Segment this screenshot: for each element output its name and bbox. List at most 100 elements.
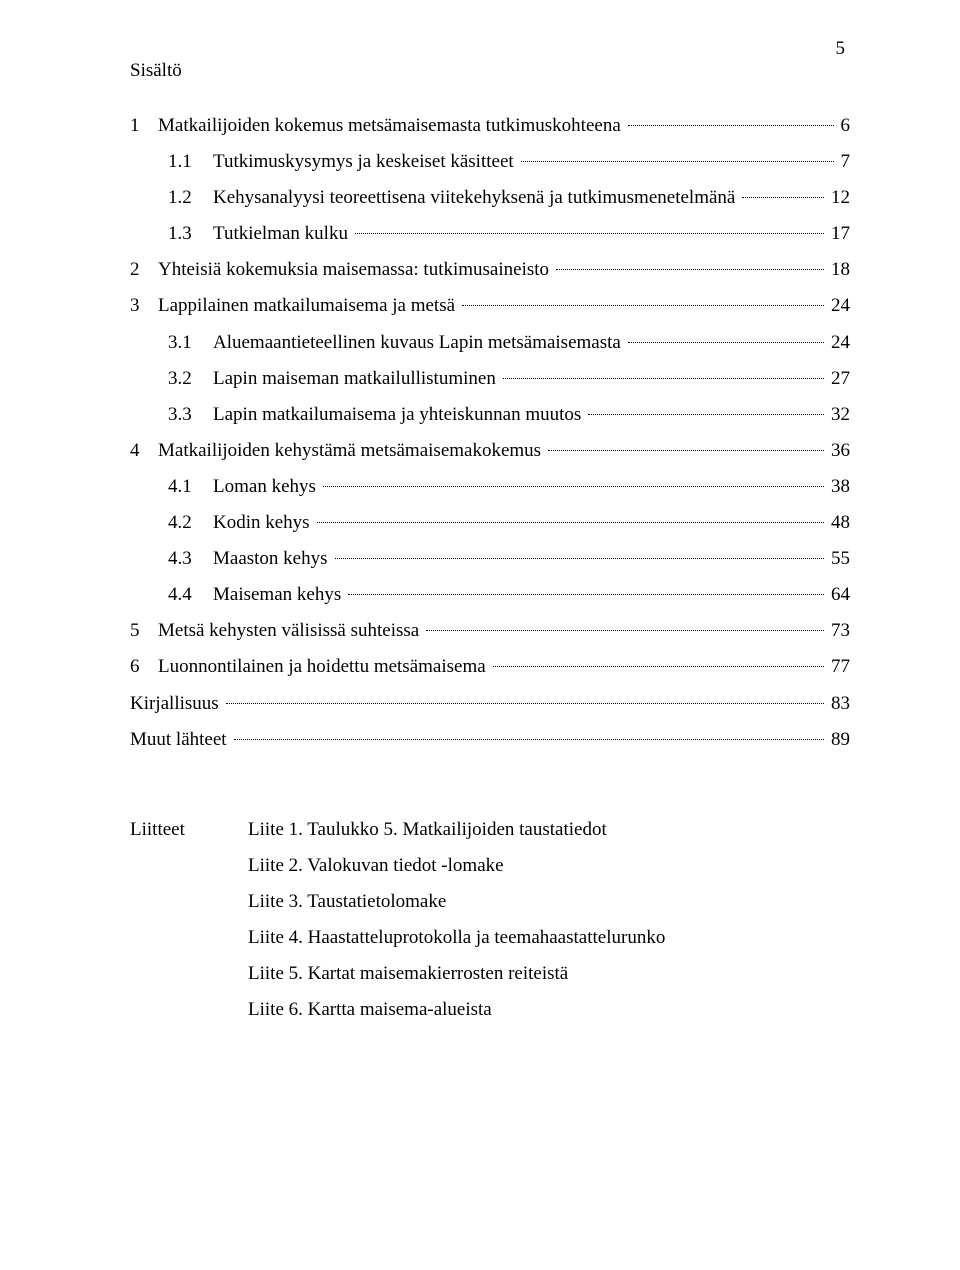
toc-entry-page: 38 xyxy=(827,469,850,505)
toc-leader-dots xyxy=(335,558,824,559)
toc-leader-dots xyxy=(323,486,824,487)
toc-entry-label: Lappilainen matkailumaisema ja metsä xyxy=(158,288,459,324)
toc-entry: 1Matkailijoiden kokemus metsämaisemasta … xyxy=(130,108,850,144)
toc-entry-label: Matkailijoiden kokemus metsämaisemasta t… xyxy=(158,108,625,144)
section-gap xyxy=(130,758,850,794)
toc-leader-dots xyxy=(556,269,824,270)
toc-entry-label: Kirjallisuus xyxy=(130,686,223,722)
toc-leader-dots xyxy=(628,125,834,126)
toc-entry-page: 32 xyxy=(827,397,850,433)
toc-entry-number: 4.3 xyxy=(130,541,213,577)
toc-leader-dots xyxy=(521,161,834,162)
toc-entry-number: 4.4 xyxy=(130,577,213,613)
toc-entry: 4.1Loman kehys 38 xyxy=(130,469,850,505)
appendix-item: Liite 4. Haastatteluprotokolla ja teemah… xyxy=(130,920,850,956)
table-of-contents: 1Matkailijoiden kokemus metsämaisemasta … xyxy=(130,108,850,758)
toc-leader-dots xyxy=(462,305,824,306)
appendix-item: Liite 2. Valokuvan tiedot -lomake xyxy=(130,848,850,884)
toc-entry: 1.1Tutkimuskysymys ja keskeiset käsittee… xyxy=(130,144,850,180)
appendix-item: Liite 5. Kartat maisemakierrosten reitei… xyxy=(130,956,850,992)
toc-entry: Kirjallisuus 83 xyxy=(130,686,850,722)
toc-leader-dots xyxy=(588,414,824,415)
toc-leader-dots xyxy=(355,233,824,234)
toc-entry: 1.2Kehysanalyysi teoreettisena viitekehy… xyxy=(130,180,850,216)
toc-entry: Muut lähteet 89 xyxy=(130,722,850,758)
toc-entry-number: 4 xyxy=(130,433,158,469)
toc-entry: 4.2Kodin kehys 48 xyxy=(130,505,850,541)
toc-entry-number: 1 xyxy=(130,108,158,144)
toc-entry-label: Loman kehys xyxy=(213,469,320,505)
toc-leader-dots xyxy=(234,739,824,740)
toc-entry: 6Luonnontilainen ja hoidettu metsämaisem… xyxy=(130,649,850,685)
toc-entry-page: 48 xyxy=(827,505,850,541)
toc-entry: 3.2Lapin maiseman matkailullistuminen 27 xyxy=(130,361,850,397)
toc-entry-page: 12 xyxy=(827,180,850,216)
toc-entry-page: 27 xyxy=(827,361,850,397)
toc-title: Sisältö xyxy=(130,60,850,82)
toc-entry-label: Lapin maiseman matkailullistuminen xyxy=(213,361,500,397)
toc-entry: 2Yhteisiä kokemuksia maisemassa: tutkimu… xyxy=(130,252,850,288)
toc-entry-page: 64 xyxy=(827,577,850,613)
toc-entry-number: 1.3 xyxy=(130,216,213,252)
toc-entry-number: 3.2 xyxy=(130,361,213,397)
toc-entry-label: Aluemaantieteellinen kuvaus Lapin metsäm… xyxy=(213,325,625,361)
toc-entry-number: 3.1 xyxy=(130,325,213,361)
toc-entry-label: Maaston kehys xyxy=(213,541,332,577)
toc-entry-page: 36 xyxy=(827,433,850,469)
toc-entry: 5Metsä kehysten välisissä suhteissa 73 xyxy=(130,613,850,649)
toc-entry-page: 7 xyxy=(837,144,851,180)
toc-entry-label: Lapin matkailumaisema ja yhteiskunnan mu… xyxy=(213,397,585,433)
toc-entry: 3.1Aluemaantieteellinen kuvaus Lapin met… xyxy=(130,325,850,361)
toc-entry-page: 55 xyxy=(827,541,850,577)
toc-entry-label: Muut lähteet xyxy=(130,722,231,758)
page-number: 5 xyxy=(836,38,846,60)
toc-entry: 4.3Maaston kehys 55 xyxy=(130,541,850,577)
toc-entry-number: 1.2 xyxy=(130,180,213,216)
toc-leader-dots xyxy=(628,342,824,343)
appendix-item: Liite 6. Kartta maisema-alueista xyxy=(130,992,850,1028)
toc-leader-dots xyxy=(493,666,824,667)
toc-entry-number: 1.1 xyxy=(130,144,213,180)
toc-entry-label: Kehysanalyysi teoreettisena viitekehykse… xyxy=(213,180,739,216)
toc-entry-page: 89 xyxy=(827,722,850,758)
appendix-item: Liite 1. Taulukko 5. Matkailijoiden taus… xyxy=(248,812,850,848)
toc-leader-dots xyxy=(226,703,824,704)
toc-entry-label: Tutkielman kulku xyxy=(213,216,352,252)
toc-entry-page: 24 xyxy=(827,288,850,324)
toc-entry-number: 2 xyxy=(130,252,158,288)
appendix-block: Liitteet Liite 1. Taulukko 5. Matkailijo… xyxy=(130,812,850,1029)
toc-entry-label: Yhteisiä kokemuksia maisemassa: tutkimus… xyxy=(158,252,553,288)
toc-entry-number: 6 xyxy=(130,649,158,685)
toc-entry-number: 4.2 xyxy=(130,505,213,541)
toc-entry-page: 83 xyxy=(827,686,850,722)
toc-entry-page: 18 xyxy=(827,252,850,288)
toc-entry-page: 73 xyxy=(827,613,850,649)
appendix-item: Liite 3. Taustatietolomake xyxy=(130,884,850,920)
toc-entry-label: Maiseman kehys xyxy=(213,577,345,613)
toc-entry-number: 3.3 xyxy=(130,397,213,433)
toc-entry-label: Matkailijoiden kehystämä metsämaisemakok… xyxy=(158,433,545,469)
toc-entry-page: 6 xyxy=(837,108,851,144)
toc-entry-number: 5 xyxy=(130,613,158,649)
toc-entry: 4Matkailijoiden kehystämä metsämaisemako… xyxy=(130,433,850,469)
toc-leader-dots xyxy=(426,630,824,631)
toc-entry: 3.3Lapin matkailumaisema ja yhteiskunnan… xyxy=(130,397,850,433)
toc-leader-dots xyxy=(548,450,824,451)
appendix-row: Liitteet Liite 1. Taulukko 5. Matkailijo… xyxy=(130,812,850,848)
toc-entry: 1.3Tutkielman kulku 17 xyxy=(130,216,850,252)
toc-entry-label: Metsä kehysten välisissä suhteissa xyxy=(158,613,423,649)
toc-leader-dots xyxy=(348,594,824,595)
toc-entry-label: Tutkimuskysymys ja keskeiset käsitteet xyxy=(213,144,518,180)
toc-entry-number: 3 xyxy=(130,288,158,324)
toc-entry-page: 17 xyxy=(827,216,850,252)
toc-entry-page: 77 xyxy=(827,649,850,685)
toc-entry-number: 4.1 xyxy=(130,469,213,505)
toc-leader-dots xyxy=(503,378,824,379)
toc-leader-dots xyxy=(317,522,824,523)
toc-entry: 4.4Maiseman kehys 64 xyxy=(130,577,850,613)
appendix-heading: Liitteet xyxy=(130,812,248,848)
toc-entry-page: 24 xyxy=(827,325,850,361)
toc-entry-label: Luonnontilainen ja hoidettu metsämaisema xyxy=(158,649,490,685)
toc-entry: 3Lappilainen matkailumaisema ja metsä 24 xyxy=(130,288,850,324)
toc-entry-label: Kodin kehys xyxy=(213,505,314,541)
